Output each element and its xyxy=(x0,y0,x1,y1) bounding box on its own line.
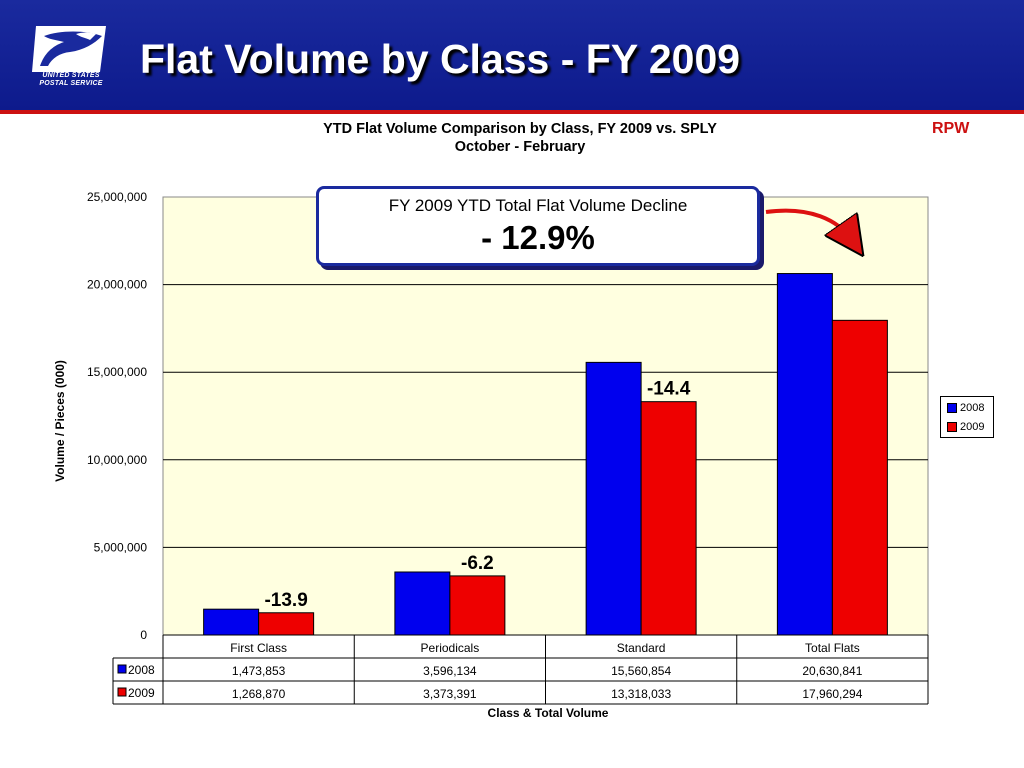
chart-legend: 2008 2009 xyxy=(940,396,994,438)
data-table: First Class Periodicals Standard Total Flat… xyxy=(112,634,929,705)
legend-entry-2008: 2008 xyxy=(947,401,984,415)
table-cell-2008-1: 3,596,134 xyxy=(423,664,477,678)
table-series-label-2008: 2008 xyxy=(128,663,155,677)
legend-swatch-2009 xyxy=(947,422,957,432)
bar-2009-2 xyxy=(640,401,697,636)
table-swatch-2008 xyxy=(117,664,127,674)
table-cell-2009-3: 17,960,294 xyxy=(802,687,862,701)
table-swatch-2009 xyxy=(117,687,127,697)
bar-2008-2 xyxy=(585,361,642,636)
page-title: Flat Volume by Class - FY 2009 xyxy=(140,36,741,82)
callout-label: FY 2009 YTD Total Flat Volume Decline xyxy=(388,196,688,215)
chart-subtitle: October - February xyxy=(454,139,586,155)
y-tick-label: 15,000,000 xyxy=(87,365,147,379)
category-label-0: First Class xyxy=(230,641,287,655)
y-axis-title: Volume / Pieces (000) xyxy=(53,360,67,482)
bar-2009-0 xyxy=(258,612,315,636)
bar-annotation-0: -13.9 xyxy=(264,590,307,611)
category-label-2: Standard xyxy=(617,641,666,655)
table-cell-2009-2: 13,318,033 xyxy=(611,687,671,701)
decline-callout: FY 2009 YTD Total Flat Volume Decline - … xyxy=(316,186,760,266)
bar-annotations: -13.9 -6.2 -14.4 xyxy=(264,379,690,611)
legend-swatch-2008 xyxy=(947,403,957,413)
x-axis-title: Class & Total Volume xyxy=(487,706,609,720)
table-cell-2009-0: 1,268,870 xyxy=(232,687,286,701)
logo-text-line2: POSTAL SERVICE xyxy=(39,80,103,87)
table-cell-2008-2: 15,560,854 xyxy=(611,664,671,678)
table-cell-2008-0: 1,473,853 xyxy=(232,664,286,678)
y-axis-ticks: 0 5,000,000 10,000,000 15,000,000 20,000,000… xyxy=(87,190,147,642)
category-label-3: Total Flats xyxy=(805,641,860,655)
y-tick-label: 20,000,000 xyxy=(87,278,147,292)
y-tick-label: 0 xyxy=(140,628,147,642)
y-tick-label: 25,000,000 xyxy=(87,190,147,204)
callout-value: - 12.9% xyxy=(481,219,595,256)
usps-eagle-logo-icon xyxy=(32,26,106,72)
callout-arrow xyxy=(765,208,852,240)
bar-2009-1 xyxy=(449,575,506,636)
bar-2008-1 xyxy=(394,571,451,636)
table-cell-2008-3: 20,630,841 xyxy=(802,664,862,678)
bar-annotation-2: -14.4 xyxy=(647,379,691,400)
category-label-1: Periodicals xyxy=(421,641,480,655)
legend-entry-2009: 2009 xyxy=(947,420,984,434)
bar-2008-3 xyxy=(776,273,833,636)
header-banner xyxy=(0,0,1024,110)
header-rule xyxy=(0,110,1024,114)
bar-annotation-1: -6.2 xyxy=(461,553,494,574)
y-tick-label: 5,000,000 xyxy=(94,540,148,554)
table-series-label-2009: 2009 xyxy=(128,686,155,700)
chart-title-block: YTD Flat Volume Comparison by Class, FY … xyxy=(240,120,800,156)
y-tick-label: 10,000,000 xyxy=(87,453,147,467)
legend-label-2008: 2008 xyxy=(960,402,985,414)
logo-text: UNITED STATES POSTAL SERVICE xyxy=(30,72,112,88)
logo-text-line1: UNITED STATES xyxy=(42,72,100,79)
bar-2008-0 xyxy=(203,608,260,636)
bar-2009-3 xyxy=(831,319,888,636)
chart-title: YTD Flat Volume Comparison by Class, FY … xyxy=(323,121,717,137)
legend-label-2009: 2009 xyxy=(960,421,985,433)
table-cell-2009-1: 3,373,391 xyxy=(423,687,477,701)
rpw-tag: RPW xyxy=(932,120,970,137)
bars xyxy=(203,273,888,636)
